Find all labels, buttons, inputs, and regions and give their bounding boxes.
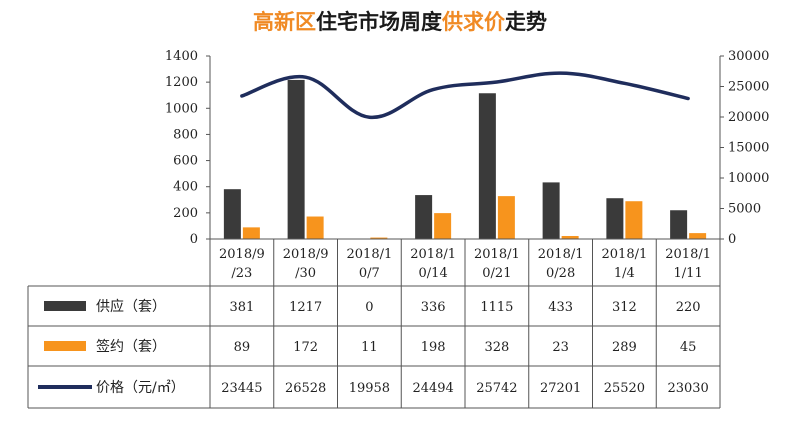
table-cell: 26528 [285, 381, 326, 396]
category-label: 2018/9 [283, 247, 329, 262]
sign-bar [497, 196, 515, 239]
table-cell: 89 [234, 340, 251, 355]
category-label: 2018/1 [602, 247, 648, 262]
chart-title: 高新区住宅市场周度供求价走势 [0, 6, 800, 36]
table-cell: 289 [612, 340, 637, 355]
category-label: 2018/1 [410, 247, 456, 262]
sign-bar [434, 213, 452, 239]
price-line-layer [240, 71, 690, 120]
table-cell: 172 [293, 340, 318, 355]
data-table: 2018/9/23 2018/9/30 2018/1 0/7 2018/1 0/14 201… [27, 238, 721, 409]
table-cell: 381 [229, 300, 254, 315]
supply-bar [606, 198, 624, 239]
right-tick-label: 25000 [728, 80, 769, 95]
sign-bar [242, 227, 260, 239]
legend-label: 价格（元/㎡） [96, 380, 185, 396]
right-tick-label: 30000 [728, 49, 769, 64]
chart-title-part: 供求价 [442, 10, 505, 34]
legend-swatch [44, 341, 86, 351]
chart-title-part: 住宅市场周度 [316, 10, 442, 34]
sign-bar [561, 235, 579, 239]
category-label: 0/21 [482, 266, 511, 281]
sign-bar [625, 201, 643, 239]
right-tick-label: 20000 [728, 110, 769, 125]
category-label: 2018/9 [219, 247, 265, 262]
bars-layer [223, 79, 707, 239]
category-label: 2018/1 [474, 247, 520, 262]
table-cell: 27201 [540, 381, 581, 396]
table-cell: 336 [421, 300, 446, 315]
table-cell: 1115 [480, 300, 513, 315]
axes-layer: 0 200 400 600 800 1000 1200 1400 0 5000 10000 15000… [165, 49, 769, 247]
left-tick-label: 200 [173, 206, 198, 221]
supply-bar [415, 195, 433, 239]
table-cell: 19958 [349, 381, 390, 396]
table-cell: 312 [612, 300, 637, 315]
category-label: /30 [295, 266, 316, 281]
legend-swatch [44, 301, 86, 311]
chart-title-part: 走势 [505, 10, 547, 34]
legend-label: 签约（套） [96, 338, 166, 355]
table-cell: 328 [484, 340, 509, 355]
sign-bar [306, 216, 324, 239]
category-label: 2018/1 [538, 247, 584, 262]
category-label: 1/11 [674, 266, 703, 281]
category-label: 0/14 [419, 266, 448, 281]
right-tick-label: 5000 [728, 202, 761, 217]
table-cell: 25520 [604, 381, 645, 396]
left-tick-label: 400 [173, 180, 198, 195]
table-cell: 198 [421, 340, 446, 355]
category-label: 0/7 [359, 266, 380, 281]
left-tick-label: 1200 [165, 75, 198, 90]
table-cell: 23 [552, 340, 569, 355]
supply-bar [223, 189, 241, 239]
legend-label: 供应（套） [96, 298, 166, 315]
sign-bar [370, 237, 388, 239]
right-tick-label: 0 [728, 232, 736, 247]
left-tick-label: 800 [173, 127, 198, 142]
supply-bar [670, 210, 688, 239]
price-line [240, 71, 690, 120]
table-cell: 23030 [667, 381, 708, 396]
left-tick-label: 1000 [165, 101, 198, 116]
supply-bar [542, 182, 560, 239]
table-cell: 220 [676, 300, 701, 315]
category-label: 2018/1 [347, 247, 393, 262]
left-tick-label: 1400 [165, 49, 198, 64]
left-tick-label: 0 [190, 232, 198, 247]
category-label: 2018/1 [665, 247, 711, 262]
table-cell: 1217 [289, 300, 322, 315]
table-cell: 45 [680, 340, 697, 355]
supply-bar [478, 93, 496, 239]
right-tick-label: 15000 [728, 141, 769, 156]
table-cell: 23445 [221, 381, 262, 396]
table-cell: 0 [365, 300, 373, 315]
table-cell: 11 [361, 340, 378, 355]
sign-bar [689, 233, 707, 239]
left-tick-label: 600 [173, 154, 198, 169]
chart-title-part: 高新区 [253, 10, 316, 34]
supply-bar [287, 79, 305, 239]
category-label: /23 [231, 266, 252, 281]
table-cell: 433 [548, 300, 573, 315]
right-tick-label: 10000 [728, 171, 769, 186]
category-label: 0/28 [546, 266, 575, 281]
category-label: 1/4 [614, 266, 635, 281]
table-cell: 24494 [412, 381, 453, 396]
table-cell: 25742 [476, 381, 517, 396]
